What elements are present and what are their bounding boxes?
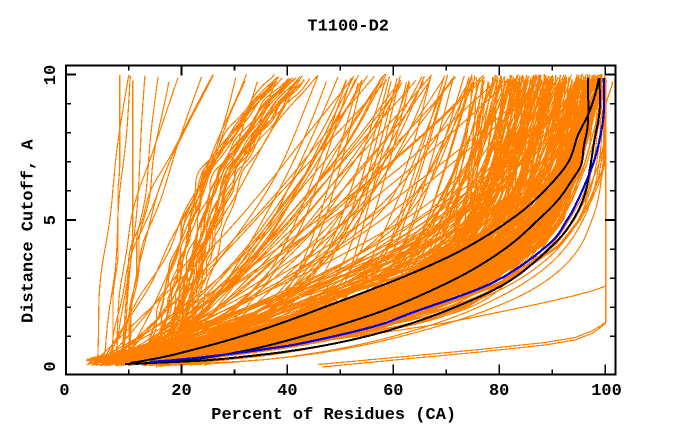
svg-text:5: 5 [42,215,61,225]
svg-text:10: 10 [42,65,61,85]
svg-text:40: 40 [277,382,297,401]
svg-text:T1100-D2: T1100-D2 [307,17,389,36]
svg-text:Percent of Residues (CA): Percent of Residues (CA) [211,406,456,425]
svg-text:60: 60 [383,382,403,401]
svg-text:20: 20 [171,382,191,401]
svg-text:80: 80 [489,382,509,401]
svg-text:100: 100 [591,382,622,401]
svg-text:Distance Cutoff, A: Distance Cutoff, A [20,139,39,323]
svg-text:0: 0 [59,382,69,401]
svg-text:0: 0 [42,361,61,371]
